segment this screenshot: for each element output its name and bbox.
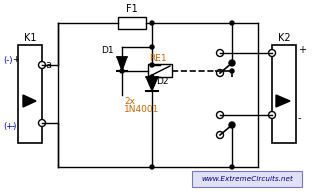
- Text: D1: D1: [101, 46, 113, 55]
- Text: 2x: 2x: [124, 98, 135, 106]
- Text: +: +: [298, 45, 306, 55]
- Circle shape: [217, 112, 223, 119]
- Text: a: a: [45, 60, 51, 70]
- Circle shape: [230, 21, 234, 25]
- Bar: [272, 45, 296, 143]
- Circle shape: [268, 112, 276, 119]
- Circle shape: [217, 131, 223, 138]
- Text: -: -: [12, 122, 15, 131]
- Circle shape: [268, 50, 276, 57]
- Text: K1: K1: [24, 33, 36, 43]
- Bar: [18, 45, 42, 143]
- Text: www.ExtremeCircuits.net: www.ExtremeCircuits.net: [201, 176, 293, 182]
- Text: (+): (+): [3, 122, 16, 131]
- Text: F1: F1: [126, 4, 138, 14]
- Circle shape: [120, 69, 124, 73]
- Polygon shape: [23, 95, 36, 107]
- Polygon shape: [146, 77, 158, 91]
- Bar: [118, 17, 146, 29]
- Circle shape: [38, 61, 45, 68]
- Text: K2: K2: [278, 33, 290, 43]
- Circle shape: [150, 45, 154, 49]
- Circle shape: [150, 75, 154, 79]
- Polygon shape: [117, 57, 127, 71]
- Text: (-): (-): [3, 56, 12, 65]
- Polygon shape: [276, 95, 290, 107]
- Circle shape: [230, 165, 234, 169]
- Circle shape: [38, 120, 45, 127]
- Circle shape: [150, 21, 154, 25]
- Text: D2: D2: [156, 77, 169, 87]
- Text: -: -: [298, 113, 301, 123]
- Bar: [192, 171, 302, 187]
- Text: RE1: RE1: [149, 54, 167, 63]
- Circle shape: [217, 50, 223, 57]
- Text: 1N4001: 1N4001: [124, 105, 159, 114]
- Circle shape: [229, 60, 235, 66]
- Circle shape: [150, 63, 154, 67]
- Circle shape: [150, 165, 154, 169]
- Circle shape: [217, 69, 223, 76]
- Bar: [148, 64, 172, 77]
- Text: +: +: [12, 56, 19, 65]
- Circle shape: [230, 69, 234, 73]
- Circle shape: [229, 122, 235, 128]
